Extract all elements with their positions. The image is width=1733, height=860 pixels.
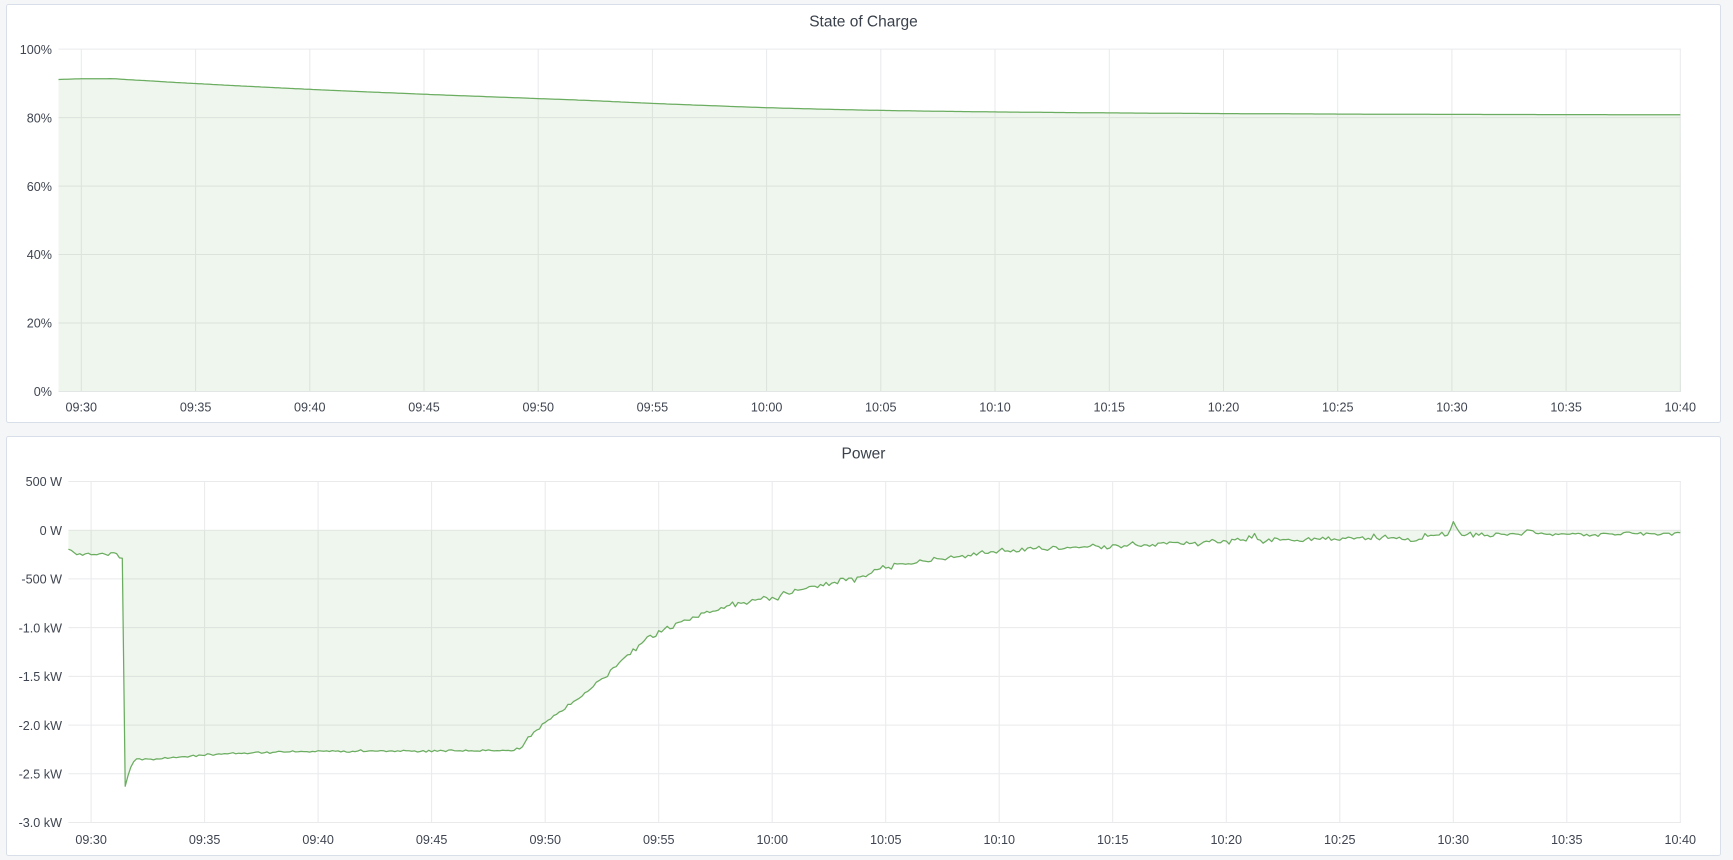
svg-text:10:20: 10:20: [1208, 400, 1240, 414]
svg-text:State of Charge: State of Charge: [809, 14, 918, 31]
svg-text:-1.5 kW: -1.5 kW: [19, 670, 62, 684]
svg-text:500 W: 500 W: [26, 475, 63, 489]
svg-text:10:30: 10:30: [1436, 400, 1468, 414]
svg-text:10:35: 10:35: [1550, 400, 1582, 414]
svg-text:09:35: 09:35: [180, 400, 212, 414]
svg-text:09:55: 09:55: [637, 400, 669, 414]
svg-text:10:40: 10:40: [1665, 833, 1697, 847]
svg-text:80%: 80%: [27, 111, 52, 125]
svg-text:-500 W: -500 W: [21, 573, 62, 587]
svg-text:20%: 20%: [27, 317, 52, 331]
svg-text:09:55: 09:55: [643, 833, 675, 847]
svg-text:10:00: 10:00: [756, 833, 788, 847]
svg-text:09:35: 09:35: [189, 833, 221, 847]
svg-text:0 W: 0 W: [40, 524, 63, 538]
svg-text:10:05: 10:05: [870, 833, 902, 847]
svg-text:10:35: 10:35: [1551, 833, 1583, 847]
svg-text:-3.0 kW: -3.0 kW: [19, 816, 62, 830]
svg-text:09:45: 09:45: [408, 400, 440, 414]
svg-text:10:10: 10:10: [983, 833, 1015, 847]
svg-text:10:40: 10:40: [1665, 400, 1697, 414]
svg-text:09:30: 09:30: [75, 833, 107, 847]
svg-text:10:10: 10:10: [979, 400, 1011, 414]
svg-text:40%: 40%: [27, 248, 52, 262]
svg-text:60%: 60%: [27, 180, 52, 194]
svg-text:100%: 100%: [20, 43, 52, 57]
svg-text:-2.0 kW: -2.0 kW: [19, 719, 62, 733]
svg-text:10:05: 10:05: [865, 400, 897, 414]
svg-text:0%: 0%: [34, 385, 52, 399]
svg-text:Power: Power: [842, 446, 886, 463]
svg-text:09:40: 09:40: [302, 833, 334, 847]
svg-text:09:45: 09:45: [416, 833, 448, 847]
svg-text:09:30: 09:30: [66, 400, 98, 414]
svg-text:10:20: 10:20: [1211, 833, 1243, 847]
svg-text:10:15: 10:15: [1094, 400, 1126, 414]
svg-text:10:25: 10:25: [1324, 833, 1356, 847]
svg-text:09:50: 09:50: [522, 400, 554, 414]
svg-text:10:15: 10:15: [1097, 833, 1129, 847]
svg-text:09:50: 09:50: [529, 833, 561, 847]
svg-text:-2.5 kW: -2.5 kW: [19, 768, 62, 782]
svg-text:09:40: 09:40: [294, 400, 326, 414]
svg-text:10:00: 10:00: [751, 400, 783, 414]
svg-text:10:30: 10:30: [1438, 833, 1470, 847]
svg-text:10:25: 10:25: [1322, 400, 1354, 414]
svg-text:-1.0 kW: -1.0 kW: [19, 621, 62, 635]
